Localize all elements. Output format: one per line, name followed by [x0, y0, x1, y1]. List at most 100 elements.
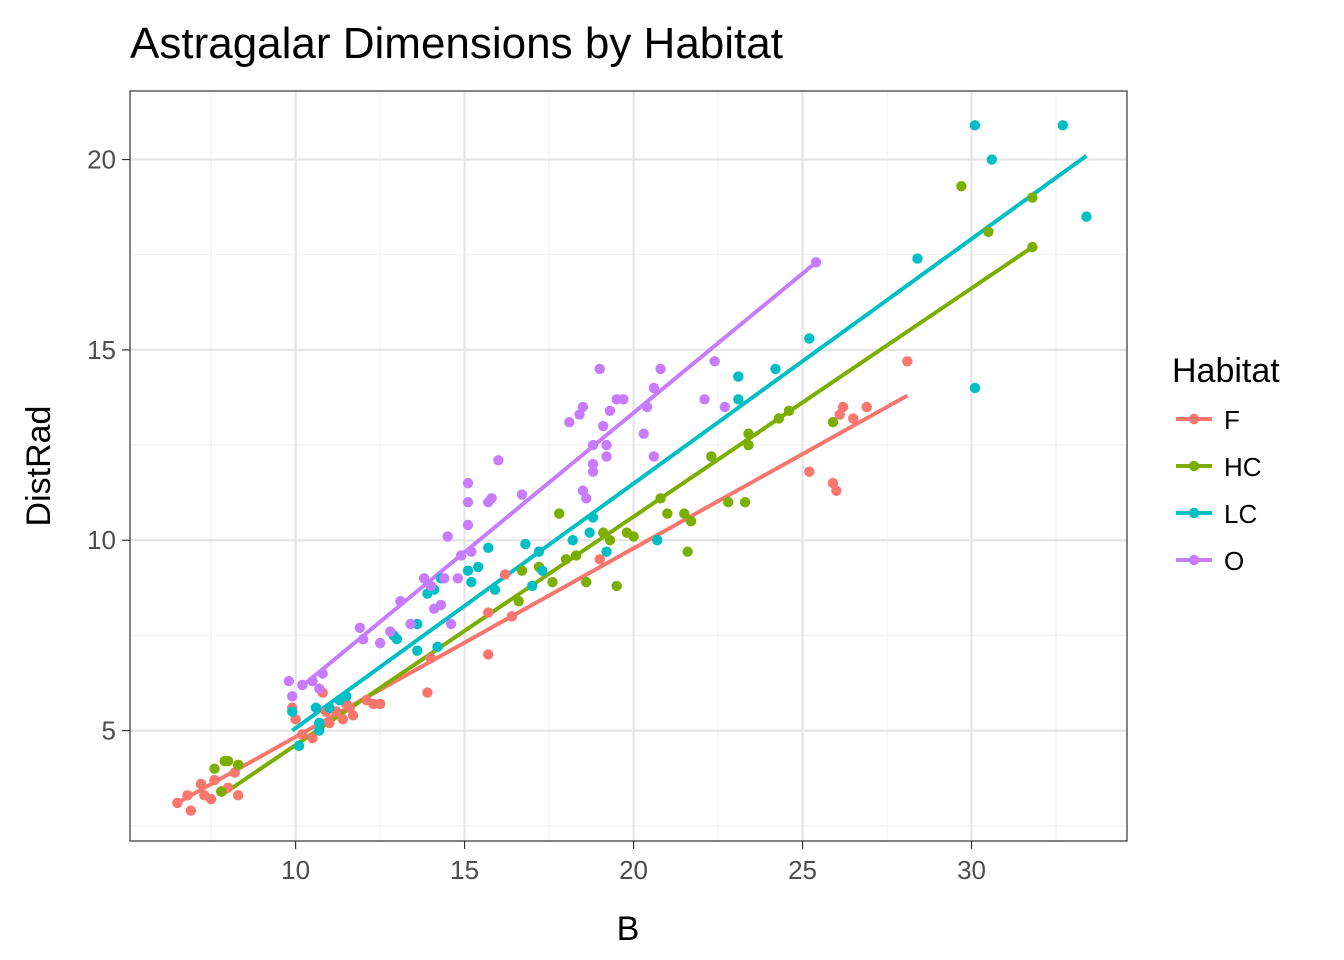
point-hc	[682, 546, 693, 557]
point-hc	[743, 428, 754, 439]
point-o	[452, 573, 464, 584]
point-o	[581, 493, 592, 504]
point-lc	[733, 394, 744, 405]
point-o	[648, 382, 660, 394]
point-f	[837, 401, 849, 413]
point-lc	[986, 154, 998, 165]
point-hc	[628, 531, 639, 542]
data-points	[172, 120, 1092, 816]
point-o	[601, 439, 612, 451]
point-hc	[739, 496, 751, 508]
y-tick-label: 20	[87, 145, 116, 175]
legend-key-point	[1188, 507, 1200, 519]
point-f	[422, 687, 433, 698]
point-lc	[314, 725, 325, 736]
point-lc	[652, 535, 663, 546]
point-o	[374, 637, 386, 649]
legend: Habitat F HC LC O	[1172, 352, 1280, 576]
point-o	[638, 428, 649, 439]
point-f	[594, 554, 605, 565]
legend-title: Habitat	[1172, 352, 1280, 390]
point-o	[564, 417, 575, 428]
point-lc	[1057, 120, 1068, 131]
point-lc	[412, 645, 423, 656]
point-o	[597, 420, 609, 432]
point-f	[185, 805, 197, 816]
point-lc	[483, 542, 494, 554]
point-hc	[685, 516, 697, 527]
point-hc	[516, 565, 528, 576]
point-lc	[472, 561, 484, 573]
point-f	[499, 569, 511, 580]
point-f	[324, 717, 335, 729]
y-tick-label: 10	[87, 525, 116, 555]
point-o	[314, 683, 325, 694]
point-lc	[601, 546, 612, 557]
x-tick-label: 25	[788, 855, 817, 885]
point-f	[483, 607, 494, 618]
point-hc	[679, 508, 690, 519]
point-o	[297, 679, 308, 691]
point-hc	[232, 759, 244, 771]
point-o	[287, 691, 298, 702]
point-lc	[526, 580, 538, 592]
point-hc	[1027, 192, 1038, 203]
point-hc	[570, 550, 582, 561]
point-lc	[324, 702, 335, 713]
fit-lines	[176, 154, 1088, 805]
point-o	[307, 675, 318, 687]
point-lc	[567, 535, 578, 546]
point-lc	[341, 691, 352, 702]
point-o	[516, 489, 528, 500]
point-o	[587, 458, 599, 470]
point-o	[439, 573, 450, 584]
point-o	[445, 618, 457, 630]
point-lc	[912, 253, 923, 264]
point-hc	[513, 595, 524, 607]
y-tick-label: 15	[87, 335, 116, 365]
point-f	[297, 729, 308, 740]
point-f	[831, 485, 842, 496]
point-lc	[1081, 211, 1092, 222]
point-hc	[783, 405, 795, 416]
legend-key-point	[1188, 413, 1200, 425]
point-o	[587, 466, 599, 477]
point-f	[848, 413, 859, 424]
point-lc	[466, 576, 477, 588]
point-lc	[520, 538, 531, 550]
point-f	[307, 733, 318, 744]
point-lc	[537, 565, 548, 576]
point-o	[486, 493, 497, 504]
point-lc	[293, 740, 305, 752]
point-f	[232, 790, 244, 801]
point-hc	[1027, 241, 1038, 253]
point-o	[357, 634, 369, 645]
point-hc	[983, 226, 994, 238]
point-lc	[969, 120, 981, 131]
point-lc	[391, 634, 403, 645]
point-o	[587, 439, 599, 451]
point-f	[195, 778, 207, 790]
point-o	[709, 356, 720, 367]
point-hc	[554, 508, 565, 519]
fit-line-lc	[291, 154, 1088, 733]
point-o	[466, 546, 477, 557]
point-o	[395, 595, 406, 607]
point-o	[418, 573, 430, 584]
point-o	[354, 622, 366, 634]
point-lc	[533, 546, 545, 557]
legend-label: LC	[1224, 499, 1257, 529]
legend-item-lc: LC	[1176, 499, 1257, 529]
point-lc	[733, 371, 744, 382]
point-o	[618, 394, 629, 405]
plot-panel-border	[129, 90, 1128, 842]
point-f	[804, 466, 815, 477]
point-o	[462, 496, 474, 508]
point-hc	[956, 180, 967, 192]
point-o	[641, 401, 653, 413]
point-o	[655, 363, 666, 375]
grid	[130, 91, 1127, 841]
point-o	[385, 626, 396, 637]
point-f	[902, 356, 913, 367]
point-hc	[547, 576, 558, 588]
